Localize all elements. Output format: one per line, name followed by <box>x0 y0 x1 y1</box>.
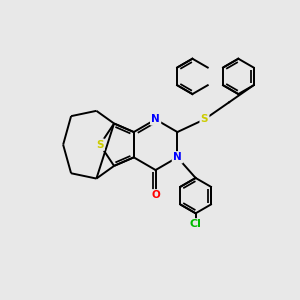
Text: Cl: Cl <box>190 220 202 230</box>
Text: S: S <box>201 114 208 124</box>
Text: O: O <box>151 190 160 200</box>
Text: N: N <box>173 152 182 162</box>
Text: S: S <box>96 140 104 150</box>
Text: N: N <box>151 114 160 124</box>
